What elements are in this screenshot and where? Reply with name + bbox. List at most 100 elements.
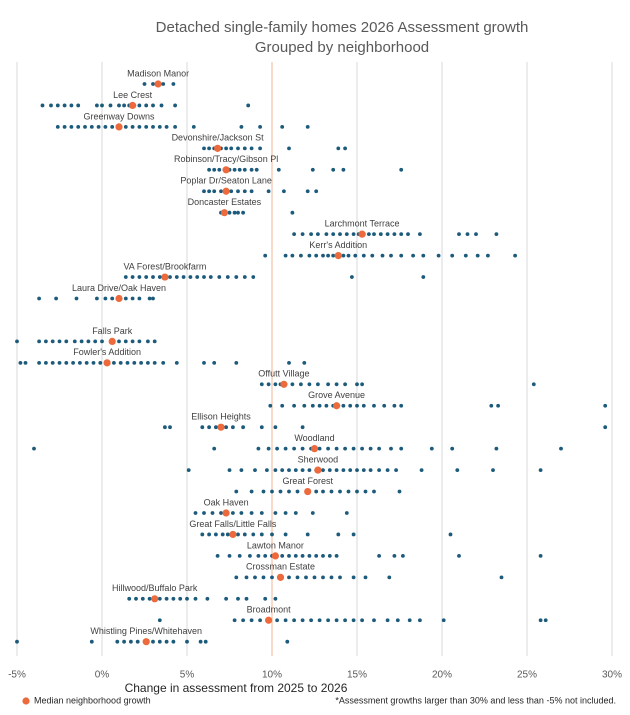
- median-dot: [271, 552, 279, 560]
- home-dot: [130, 275, 135, 279]
- home-dot: [95, 103, 99, 108]
- home-dot: [385, 232, 390, 237]
- home-dot: [283, 511, 288, 515]
- median-dot: [229, 530, 237, 539]
- home-dot: [463, 253, 468, 258]
- median-dot: [220, 209, 228, 217]
- home-dot: [248, 554, 252, 558]
- home-dot: [225, 532, 230, 537]
- home-dot: [249, 189, 254, 194]
- home-dot: [341, 253, 346, 258]
- home-dot: [351, 446, 356, 451]
- home-dot: [191, 125, 196, 129]
- median-dot: [265, 616, 273, 624]
- home-dot: [137, 103, 142, 108]
- home-dot: [241, 618, 246, 623]
- home-dot: [385, 618, 390, 623]
- home-dot: [164, 639, 169, 644]
- home-dot: [321, 554, 325, 558]
- home-dot: [127, 596, 132, 601]
- home-dot: [86, 339, 91, 344]
- home-dot: [324, 403, 329, 408]
- home-dot: [202, 146, 206, 151]
- home-dot: [100, 103, 104, 108]
- median-dot: [214, 144, 222, 152]
- neighborhood-row: Robinson/Tracy/Gibson Pl: [174, 154, 404, 174]
- home-dot: [205, 596, 210, 601]
- home-dot: [71, 360, 75, 365]
- home-dot: [316, 232, 320, 237]
- home-dot: [436, 253, 441, 258]
- home-dot: [266, 189, 271, 194]
- home-dot: [491, 468, 495, 472]
- home-dot: [280, 468, 285, 472]
- home-dot: [241, 425, 246, 430]
- median-dot: [115, 123, 123, 131]
- home-dot: [389, 446, 393, 451]
- home-dot: [499, 575, 504, 580]
- home-dot: [270, 575, 274, 580]
- x-tick-label: 10%: [262, 670, 282, 681]
- home-dot: [164, 125, 169, 129]
- home-dot: [159, 103, 164, 108]
- home-dot: [270, 489, 274, 494]
- x-tick-label: 20%: [432, 670, 452, 681]
- home-dot: [151, 275, 155, 279]
- home-dot: [259, 425, 264, 430]
- home-dot: [457, 554, 461, 558]
- home-dot: [256, 554, 261, 558]
- home-dot: [336, 146, 341, 151]
- neighborhood-row: Ellison Heights: [163, 412, 608, 431]
- home-dot: [270, 532, 274, 537]
- home-dot: [603, 403, 608, 408]
- neighborhood-label: Whistling Pines/Whitehaven: [90, 626, 202, 636]
- home-dot: [380, 253, 385, 258]
- home-dot: [241, 210, 246, 215]
- home-dot: [242, 275, 247, 279]
- home-dot: [290, 210, 295, 215]
- median-dot: [103, 359, 111, 367]
- home-dot: [44, 360, 48, 365]
- home-dot: [157, 125, 162, 129]
- home-dot: [49, 103, 53, 108]
- home-dot: [341, 403, 346, 408]
- home-dot: [171, 639, 176, 644]
- home-dot: [146, 339, 150, 344]
- home-dot: [392, 554, 397, 558]
- home-dot: [273, 382, 278, 387]
- home-dot: [353, 253, 358, 258]
- median-dot: [108, 337, 116, 345]
- home-dot: [326, 446, 330, 451]
- home-dot: [137, 339, 142, 344]
- home-dot: [140, 596, 145, 601]
- home-dot: [188, 275, 193, 279]
- neighborhood-label: VA Forest/Brookfarm: [123, 261, 206, 271]
- home-dot: [355, 468, 359, 472]
- neighborhood-label: Lee Crest: [113, 90, 153, 100]
- home-dot: [411, 253, 415, 258]
- home-dot: [137, 125, 142, 129]
- home-dot: [50, 339, 55, 344]
- neighborhood-label: Offutt Village: [258, 369, 309, 379]
- home-dot: [338, 489, 342, 494]
- neighborhood-label: Sherwood: [298, 454, 339, 464]
- neighborhood-label: Lawton Manor: [247, 540, 304, 550]
- home-dot: [450, 446, 455, 451]
- home-dot: [370, 253, 375, 258]
- home-dot: [202, 189, 206, 194]
- home-dot: [200, 425, 205, 430]
- home-dot: [251, 275, 256, 279]
- home-dot: [372, 489, 376, 494]
- home-dot: [327, 468, 332, 472]
- home-dot: [418, 618, 422, 623]
- home-dot: [268, 403, 273, 408]
- home-dot: [207, 189, 212, 194]
- home-dot: [157, 618, 162, 623]
- home-dot: [237, 167, 242, 172]
- x-tick-label: 30%: [602, 670, 622, 681]
- home-dot: [292, 232, 296, 237]
- home-dot: [280, 554, 285, 558]
- home-dot: [441, 618, 446, 623]
- home-dot: [360, 446, 364, 451]
- home-dot: [258, 125, 262, 129]
